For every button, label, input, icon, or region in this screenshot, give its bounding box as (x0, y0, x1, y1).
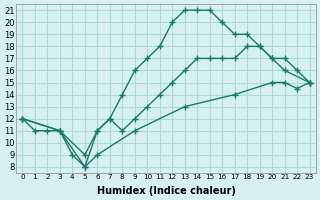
X-axis label: Humidex (Indice chaleur): Humidex (Indice chaleur) (97, 186, 236, 196)
